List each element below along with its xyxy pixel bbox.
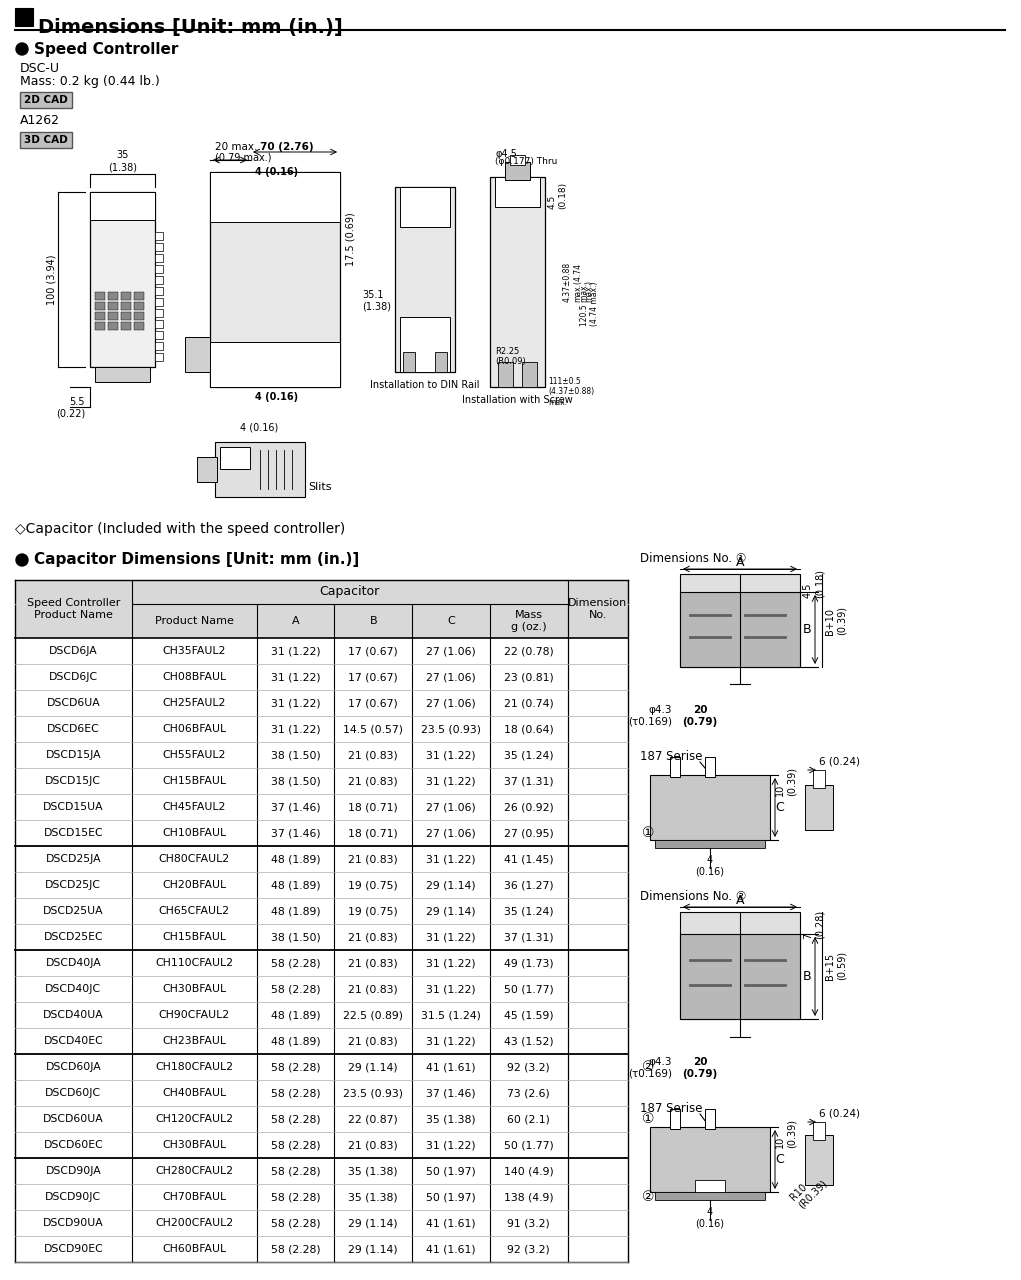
Text: CH55FAUL2: CH55FAUL2 xyxy=(162,750,226,760)
Text: B+10
(0.39): B+10 (0.39) xyxy=(825,605,846,635)
Text: 120.5 max.
(4.74 max.): 120.5 max. (4.74 max.) xyxy=(580,282,599,326)
Circle shape xyxy=(735,1004,745,1014)
Bar xyxy=(185,337,210,372)
Text: 21 (0.83): 21 (0.83) xyxy=(348,1140,398,1149)
Text: 31 (1.22): 31 (1.22) xyxy=(271,646,321,655)
Text: DSCD40JA: DSCD40JA xyxy=(45,957,101,968)
Text: A1262: A1262 xyxy=(20,114,60,127)
Text: B: B xyxy=(803,970,812,983)
Text: ①: ① xyxy=(642,1112,654,1126)
Text: 29 (1.14): 29 (1.14) xyxy=(348,1219,398,1228)
Bar xyxy=(95,302,105,310)
Text: 35 (1.38): 35 (1.38) xyxy=(348,1166,398,1176)
Bar xyxy=(650,1126,770,1192)
Text: DSCD6EC: DSCD6EC xyxy=(47,724,100,733)
Bar xyxy=(395,187,455,372)
Text: DSCD40UA: DSCD40UA xyxy=(43,1010,104,1020)
Text: B+15
(0.59): B+15 (0.59) xyxy=(825,951,846,980)
Text: 50 (1.77): 50 (1.77) xyxy=(503,1140,553,1149)
Bar xyxy=(435,352,447,372)
Text: 38 (1.50): 38 (1.50) xyxy=(271,750,321,760)
Text: 37 (1.46): 37 (1.46) xyxy=(271,828,321,838)
Text: 41 (1.61): 41 (1.61) xyxy=(426,1062,476,1073)
Text: R10
(R0.39): R10 (R0.39) xyxy=(788,1170,829,1210)
Text: DSCD25EC: DSCD25EC xyxy=(44,932,103,942)
Text: ②: ② xyxy=(642,1190,654,1204)
Text: 21 (0.83): 21 (0.83) xyxy=(348,932,398,942)
Bar xyxy=(220,447,250,468)
Text: 48 (1.89): 48 (1.89) xyxy=(271,881,321,890)
Circle shape xyxy=(417,198,433,215)
Text: 18 (0.71): 18 (0.71) xyxy=(348,828,398,838)
Bar xyxy=(155,232,163,241)
Bar xyxy=(805,785,833,829)
Text: CH23BFAUL: CH23BFAUL xyxy=(162,1036,226,1046)
Text: 111±0.5
(4.37±0.88)
max.: 111±0.5 (4.37±0.88) max. xyxy=(548,378,594,407)
Text: 92 (3.2): 92 (3.2) xyxy=(507,1244,550,1254)
Text: 45 (1.59): 45 (1.59) xyxy=(504,1010,553,1020)
Text: φ4.3
(τ0.169): φ4.3 (τ0.169) xyxy=(628,1057,672,1079)
Text: 4.5
(0.18): 4.5 (0.18) xyxy=(548,182,568,209)
Text: 4.37±0.88
max.(4.74
max.): 4.37±0.88 max.(4.74 max.) xyxy=(563,262,593,302)
Text: 58 (2.28): 58 (2.28) xyxy=(271,1140,321,1149)
Text: 22 (0.87): 22 (0.87) xyxy=(348,1114,398,1124)
Text: 4 (0.16): 4 (0.16) xyxy=(255,392,298,402)
Text: DSCD90UA: DSCD90UA xyxy=(43,1219,104,1228)
Text: 4.5
(0.18): 4.5 (0.18) xyxy=(803,570,825,599)
Text: 21 (0.83): 21 (0.83) xyxy=(348,776,398,786)
Text: 31 (1.22): 31 (1.22) xyxy=(271,724,321,733)
Text: DSC-U: DSC-U xyxy=(20,61,60,76)
Text: CH25FAUL2: CH25FAUL2 xyxy=(162,698,226,708)
Bar xyxy=(655,1192,765,1201)
Bar xyxy=(670,1108,680,1129)
Text: ②: ② xyxy=(642,1060,654,1074)
Text: (0.79 max.): (0.79 max.) xyxy=(215,152,272,163)
Text: 50 (1.97): 50 (1.97) xyxy=(426,1166,476,1176)
Text: 18 (0.64): 18 (0.64) xyxy=(503,724,553,733)
Text: 4 (0.16): 4 (0.16) xyxy=(255,166,298,177)
Text: CH200CFAUL2: CH200CFAUL2 xyxy=(155,1219,233,1228)
Bar xyxy=(704,1108,715,1129)
Text: 21 (0.74): 21 (0.74) xyxy=(503,698,553,708)
Bar xyxy=(20,92,72,108)
Text: 19 (0.75): 19 (0.75) xyxy=(348,906,398,916)
Text: CH90CFAUL2: CH90CFAUL2 xyxy=(158,1010,230,1020)
Bar xyxy=(134,302,144,310)
Text: ①: ① xyxy=(642,826,654,840)
Bar xyxy=(15,580,628,637)
Text: CH110CFAUL2: CH110CFAUL2 xyxy=(155,957,233,968)
Text: DSCD60JC: DSCD60JC xyxy=(45,1088,101,1098)
Text: Dimensions [Unit: mm (in.)]: Dimensions [Unit: mm (in.)] xyxy=(38,18,343,37)
Text: 29 (1.14): 29 (1.14) xyxy=(426,881,476,890)
Text: CH80CFAUL2: CH80CFAUL2 xyxy=(158,854,230,864)
Text: 73 (2.6): 73 (2.6) xyxy=(507,1088,550,1098)
Text: 10
(0.39): 10 (0.39) xyxy=(775,767,796,796)
Text: 6 (0.24): 6 (0.24) xyxy=(819,1108,860,1119)
Text: DSCD25JA: DSCD25JA xyxy=(46,854,101,864)
Text: DSCD6UA: DSCD6UA xyxy=(46,698,100,708)
Text: 2D CAD: 2D CAD xyxy=(25,95,67,105)
Text: 50 (1.77): 50 (1.77) xyxy=(503,984,553,995)
Text: Dimensions No. ②: Dimensions No. ② xyxy=(640,890,746,902)
Text: 27 (1.06): 27 (1.06) xyxy=(426,698,476,708)
Text: 27 (1.06): 27 (1.06) xyxy=(426,672,476,682)
Text: 100 (3.94): 100 (3.94) xyxy=(46,255,56,305)
Text: DSCD25UA: DSCD25UA xyxy=(43,906,103,916)
Text: φ4.5: φ4.5 xyxy=(495,148,517,159)
Text: 27 (0.95): 27 (0.95) xyxy=(503,828,553,838)
Bar xyxy=(155,320,163,328)
Text: 140 (4.9): 140 (4.9) xyxy=(503,1166,553,1176)
Text: 58 (2.28): 58 (2.28) xyxy=(271,1244,321,1254)
Text: 29 (1.14): 29 (1.14) xyxy=(426,906,476,916)
Bar xyxy=(108,312,118,320)
Bar xyxy=(134,312,144,320)
Text: 29 (1.14): 29 (1.14) xyxy=(348,1244,398,1254)
Text: Product Name: Product Name xyxy=(155,616,234,626)
Text: DSCD90JA: DSCD90JA xyxy=(45,1166,101,1176)
Text: 23.5 (0.93): 23.5 (0.93) xyxy=(421,724,481,733)
Text: 20
(0.79): 20 (0.79) xyxy=(682,705,718,727)
Text: 58 (2.28): 58 (2.28) xyxy=(271,984,321,995)
Text: DSCD60EC: DSCD60EC xyxy=(44,1140,103,1149)
Bar xyxy=(155,298,163,306)
Text: DSCD90JC: DSCD90JC xyxy=(45,1192,101,1202)
